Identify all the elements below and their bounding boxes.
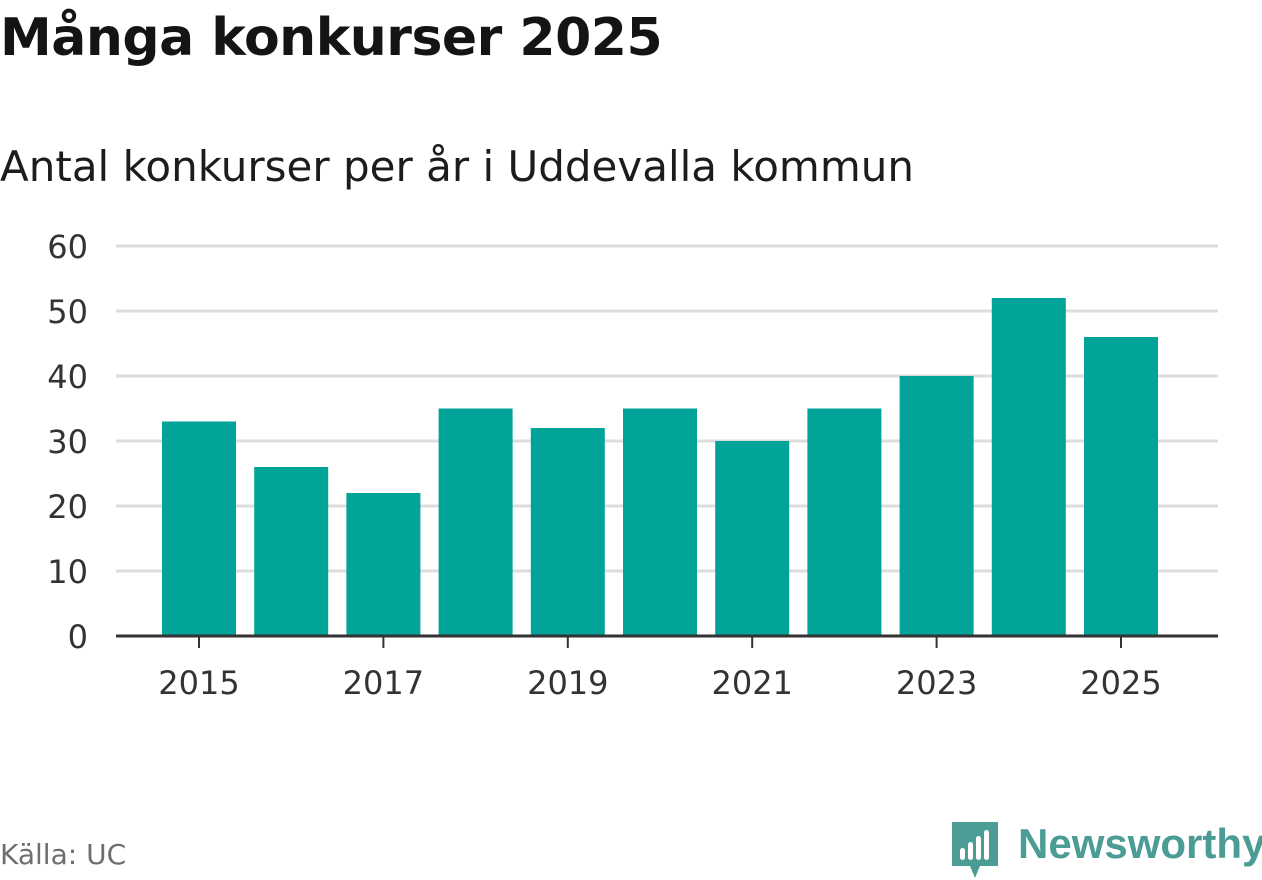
x-tick-label: 2021 [711,664,792,702]
newsworthy-logo-icon [952,822,998,878]
y-tick-label: 10 [47,553,88,591]
x-tick-label: 2019 [527,664,608,702]
bar [346,493,421,636]
bar [162,421,236,636]
source-note: Källa: UC [0,838,127,871]
x-tick-label: 2017 [343,664,424,702]
chart-title: Många konkurser 2025 [0,8,663,68]
x-tick-label: 2015 [158,664,239,702]
bar [623,408,697,636]
x-tick-label: 2023 [896,664,977,702]
bar [530,428,605,636]
brand-logo: Newsworthy [950,816,1262,880]
y-tick-label: 50 [47,293,88,331]
y-tick-label: 40 [47,358,88,396]
bar [254,467,329,636]
bar [991,298,1066,636]
bar [807,408,882,636]
y-tick-label: 60 [47,228,88,266]
chart-subtitle: Antal konkurser per år i Uddevalla kommu… [0,142,914,191]
bar [715,441,790,636]
brand-name: Newsworthy [1018,820,1262,867]
y-tick-label: 30 [47,423,88,461]
bar [438,408,513,636]
bar [899,376,974,636]
y-tick-label: 20 [47,488,88,526]
y-tick-label: 0 [68,618,88,656]
bar [1084,337,1158,636]
x-tick-label: 2025 [1080,664,1161,702]
